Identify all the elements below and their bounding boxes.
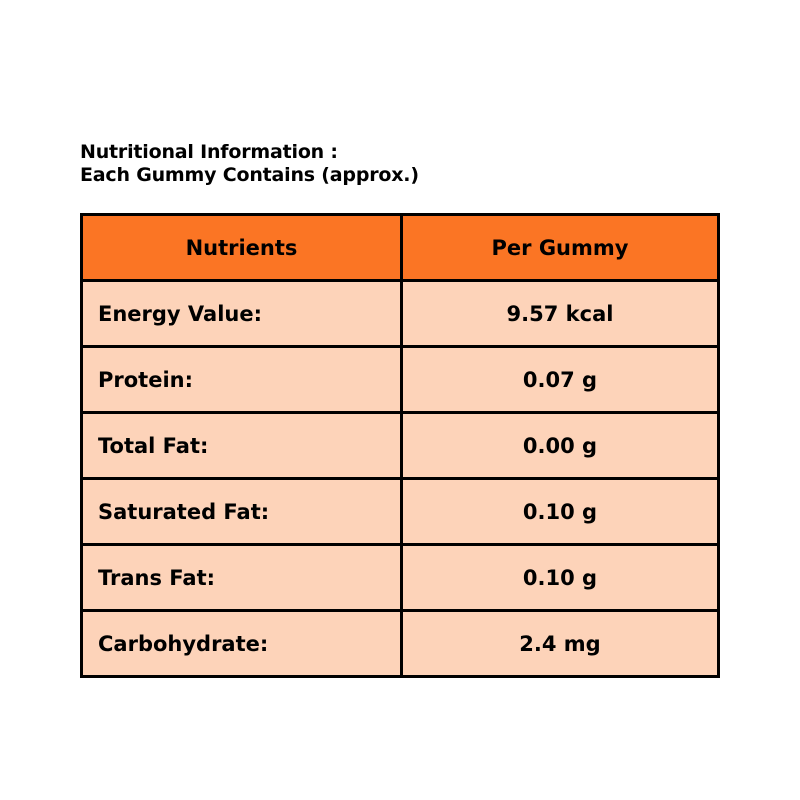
nutrient-name: Trans Fat:: [80, 543, 403, 612]
nutrient-value: 0.00 g: [400, 411, 720, 480]
nutrition-table: Nutrients Per Gummy Energy Value: 9.57 k…: [80, 213, 720, 678]
nutrient-name: Energy Value:: [80, 279, 403, 348]
nutrient-value: 9.57 kcal: [400, 279, 720, 348]
table-row: Trans Fat: 0.10 g: [80, 543, 720, 612]
table-row: Protein: 0.07 g: [80, 345, 720, 414]
title-line-1: Nutritional Information :: [80, 141, 338, 163]
nutrient-value: 0.10 g: [400, 543, 720, 612]
header-per-gummy: Per Gummy: [400, 213, 720, 282]
title-line-2: Each Gummy Contains (approx.): [80, 164, 419, 186]
page-title: Nutritional Information : Each Gummy Con…: [80, 141, 419, 187]
nutrient-name: Saturated Fat:: [80, 477, 403, 546]
table-row: Saturated Fat: 0.10 g: [80, 477, 720, 546]
nutrient-name: Carbohydrate:: [80, 609, 403, 678]
nutrient-value: 2.4 mg: [400, 609, 720, 678]
header-nutrients: Nutrients: [80, 213, 403, 282]
table-row: Carbohydrate: 2.4 mg: [80, 609, 720, 678]
table-row: Total Fat: 0.00 g: [80, 411, 720, 480]
nutrient-name: Total Fat:: [80, 411, 403, 480]
nutrient-name: Protein:: [80, 345, 403, 414]
nutrient-value: 0.07 g: [400, 345, 720, 414]
table-row: Energy Value: 9.57 kcal: [80, 279, 720, 348]
table-header-row: Nutrients Per Gummy: [80, 213, 720, 282]
nutrient-value: 0.10 g: [400, 477, 720, 546]
